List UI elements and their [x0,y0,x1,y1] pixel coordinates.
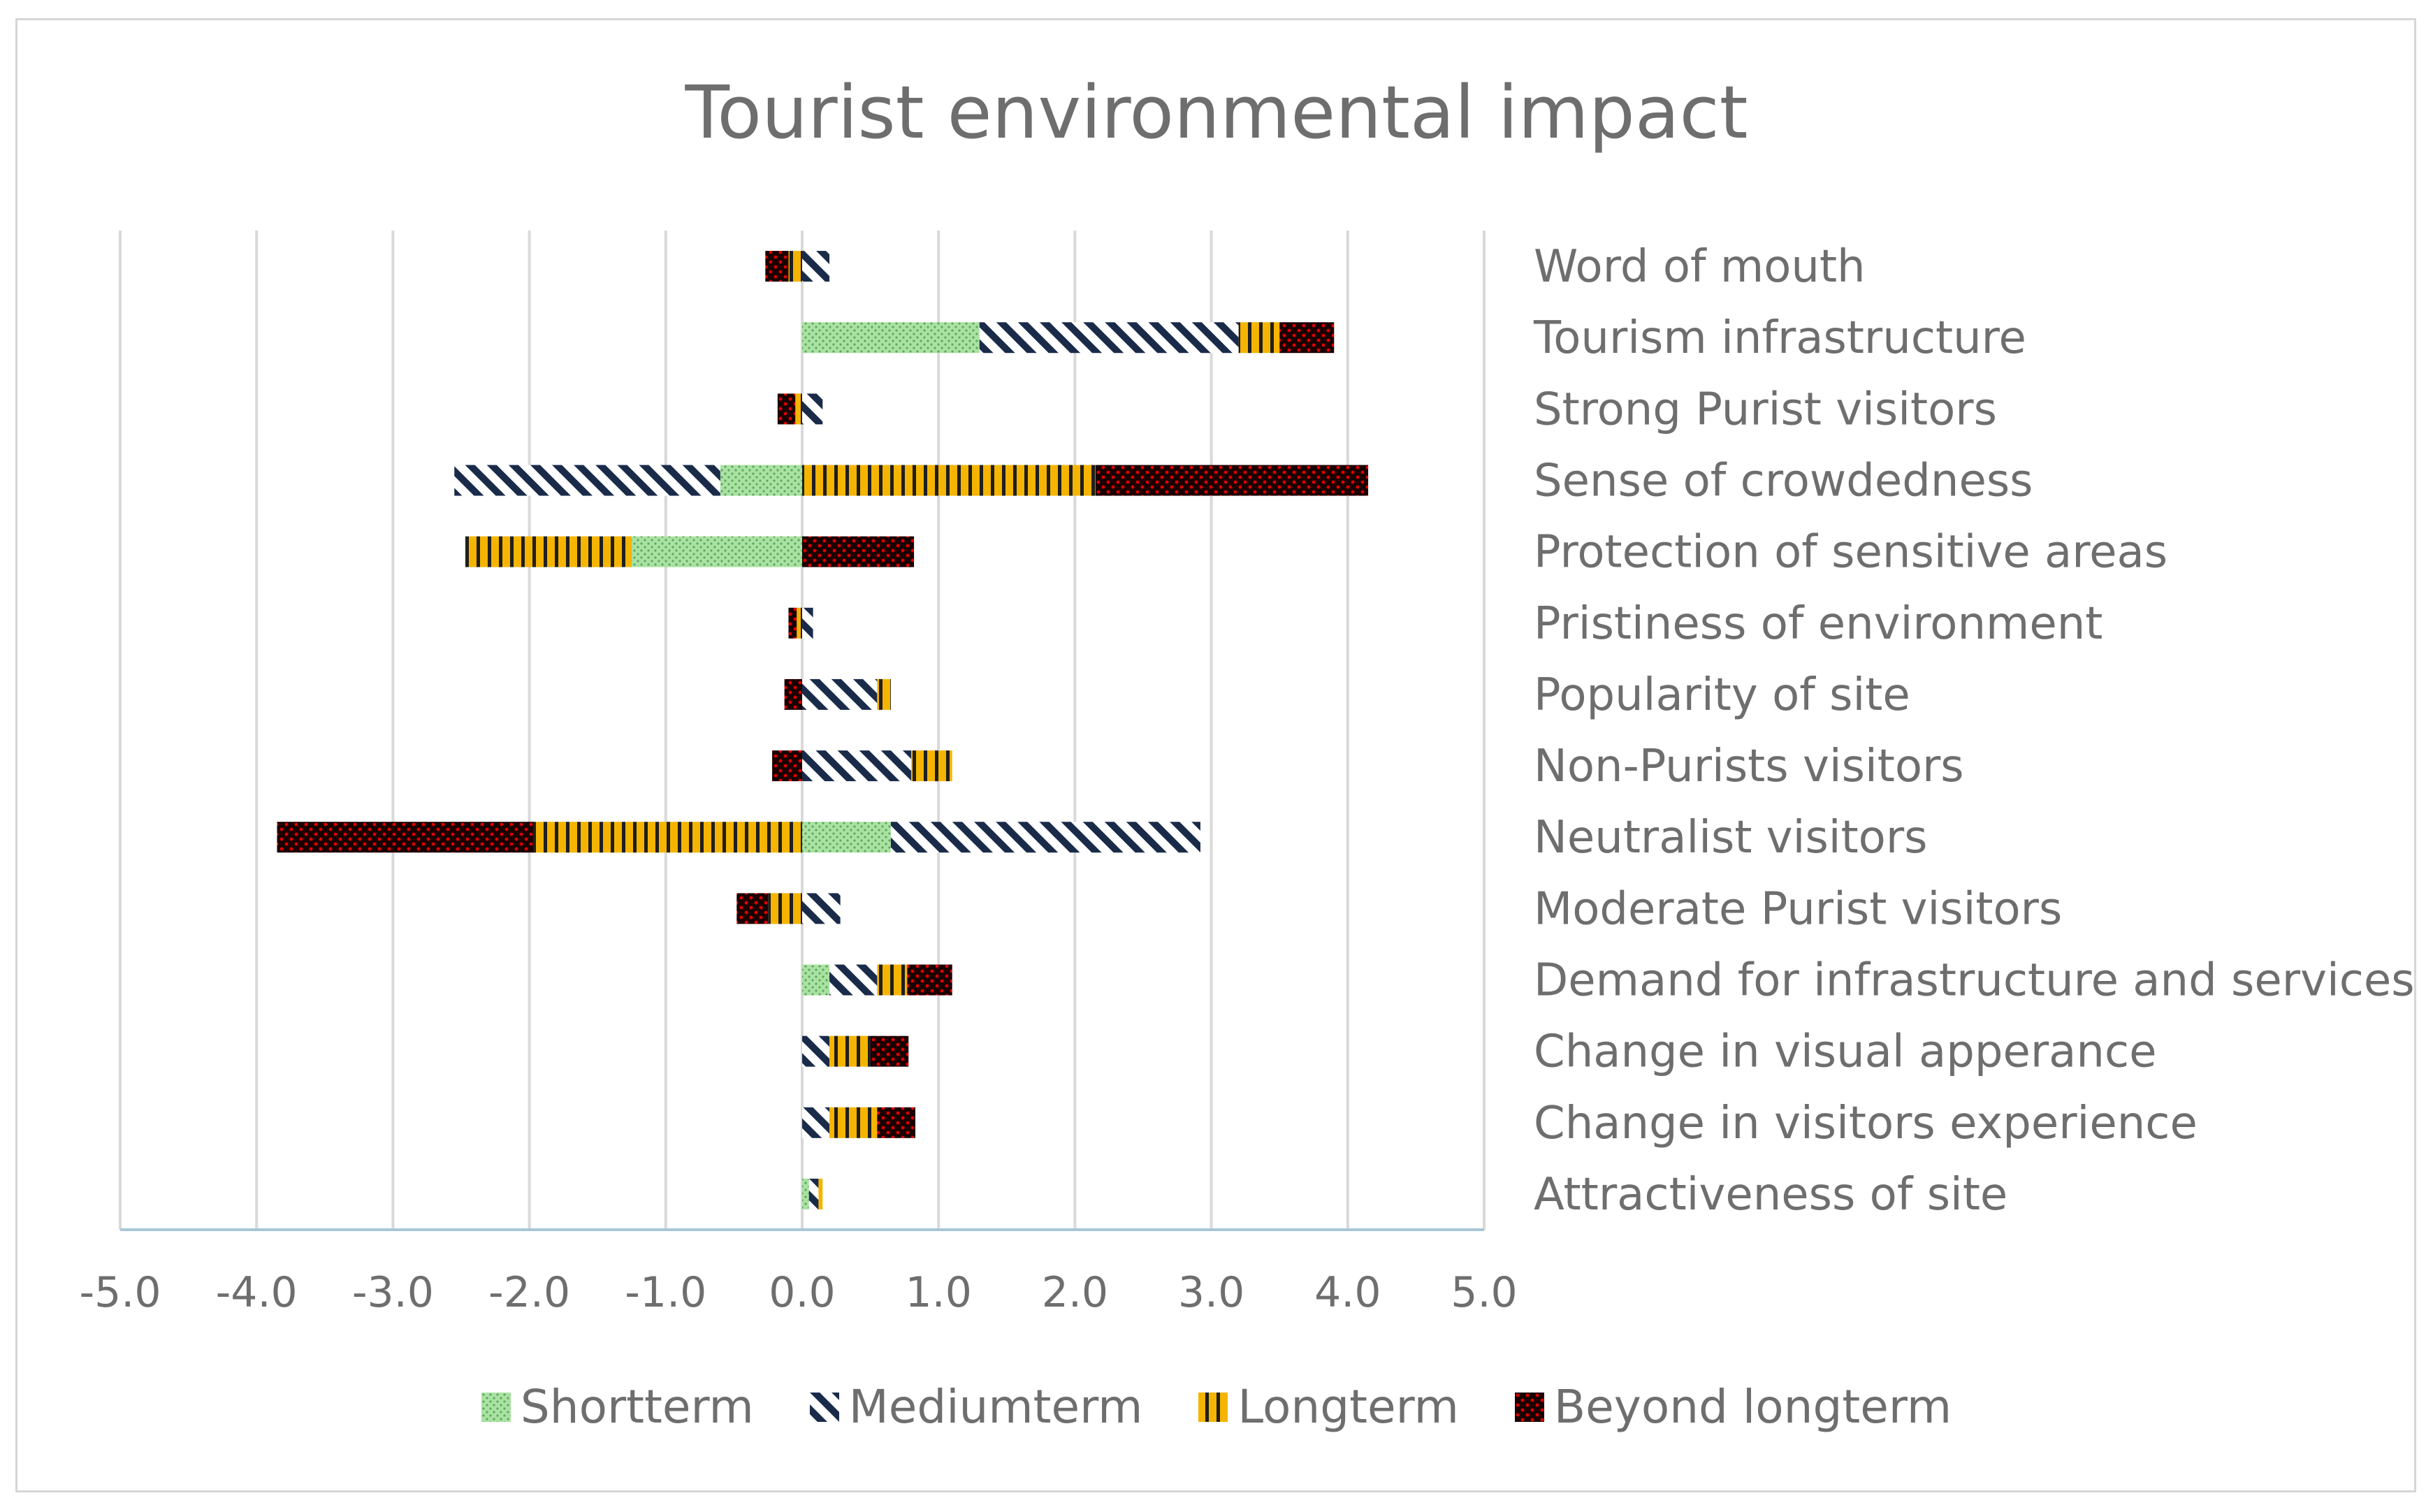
bar-longterm [1238,322,1280,354]
x-tick-label: -4.0 [216,1268,298,1317]
bar-mediumterm [802,678,878,710]
bar-shortterm [720,465,802,496]
bar-longterm [829,1107,878,1138]
bar-longterm [533,822,802,853]
category-label: Demand for infrastructure and services [1534,955,2415,1007]
bar-mediumterm [802,893,841,924]
category-label: Neutralist visitors [1534,812,1927,864]
bar-longterm [829,1035,871,1067]
bar-longterm [818,1178,823,1209]
category-label: Moderate Purist visitors [1534,883,2062,935]
category-label: Non-Purists visitors [1534,741,1964,792]
mediumterm-swatch [809,1392,839,1422]
bar-shortterm [632,536,802,567]
legend-item-longterm: Longterm [1198,1380,1459,1434]
bar-beyond-longterm [736,893,769,924]
bar-beyond-longterm [907,964,952,996]
bar-beyond-longterm [870,1035,909,1067]
bar-beyond-longterm [772,750,802,782]
beyond-longterm-swatch [1514,1392,1544,1422]
bar-mediumterm [802,251,830,282]
bar-mediumterm [802,750,912,782]
bar-beyond-longterm [802,536,915,567]
bar-mediumterm [454,465,720,496]
legend-item-mediumterm: Mediumterm [809,1380,1143,1434]
bar-longterm [802,465,1096,496]
longterm-swatch [1198,1392,1228,1422]
category-label: Word of mouth [1534,241,1866,293]
category-label: Popularity of site [1534,669,1910,721]
bar-longterm [911,750,952,782]
bar-mediumterm [829,964,878,996]
bar-longterm [877,678,891,710]
x-tick-label: 2.0 [1042,1268,1108,1317]
bar-mediumterm [802,393,823,425]
legend: Shortterm Mediumterm Longterm Beyond lon… [0,1380,2433,1434]
bar-beyond-longterm [777,393,796,425]
bar-beyond-longterm [1095,465,1369,496]
x-tick-label: 5.0 [1451,1268,1517,1317]
bar-longterm [465,536,632,567]
category-label: Change in visual apperance [1534,1026,2156,1078]
bar-shortterm [802,322,980,354]
bar-beyond-longterm [277,822,534,853]
bar-mediumterm [890,822,1200,853]
bar-shortterm [802,964,830,996]
shortterm-swatch [481,1392,511,1422]
legend-label: Longterm [1237,1380,1459,1434]
bar-longterm [797,607,802,639]
bar-beyond-longterm [1279,322,1335,354]
legend-label: Mediumterm [848,1380,1143,1434]
bar-beyond-longterm [877,1107,916,1138]
bar-beyond-longterm [788,607,797,639]
category-label: Attractiveness of site [1534,1169,2007,1221]
bar-mediumterm [808,1178,819,1209]
bar-longterm [768,893,802,924]
legend-item-beyond-longterm: Beyond longterm [1514,1380,1952,1434]
bar-longterm [877,964,908,996]
bar-mediumterm [802,1107,830,1138]
x-tick-label: 4.0 [1314,1268,1381,1317]
legend-label: Shortterm [520,1380,754,1434]
x-tick-label: 0.0 [769,1268,835,1317]
category-label: Sense of crowdedness [1534,456,2033,507]
gridlines [119,231,1486,1230]
legend-label: Beyond longterm [1553,1380,1952,1434]
category-label: Strong Purist visitors [1534,384,1997,435]
bar-beyond-longterm [765,251,789,282]
bar-shortterm [802,1178,809,1209]
x-tick-label: 3.0 [1178,1268,1244,1317]
category-label: Tourism infrastructure [1533,312,2026,364]
x-tick-label: -3.0 [352,1268,434,1317]
bar-longterm [788,251,802,282]
category-label: Protection of sensitive areas [1534,527,2167,579]
bar-longterm [795,393,802,425]
bar-shortterm [802,822,891,853]
category-label: Pristiness of environment [1534,598,2102,650]
bar-mediumterm [979,322,1239,354]
bar-beyond-longterm [784,678,802,710]
category-labels: Word of mouth Tourism infrastructure Stron… [1533,241,2415,1221]
chart-frame [15,18,2416,1492]
bars [277,251,1369,1209]
bar-mediumterm [802,1035,830,1067]
x-tick-label: -2.0 [488,1268,570,1317]
x-tick-labels: -5.0 -4.0 -3.0 -2.0 -1.0 0.0 1.0 2.0 3.0 4.0 5.0 [79,1268,1517,1317]
x-tick-label: -1.0 [625,1268,706,1317]
category-label: Change in visitors experience [1534,1098,2198,1149]
x-tick-label: 1.0 [905,1268,971,1317]
bar-mediumterm [802,607,813,639]
legend-item-shortterm: Shortterm [481,1380,754,1434]
x-tick-label: -5.0 [79,1268,161,1317]
chart-title: Tourist environmental impact [685,70,1748,155]
